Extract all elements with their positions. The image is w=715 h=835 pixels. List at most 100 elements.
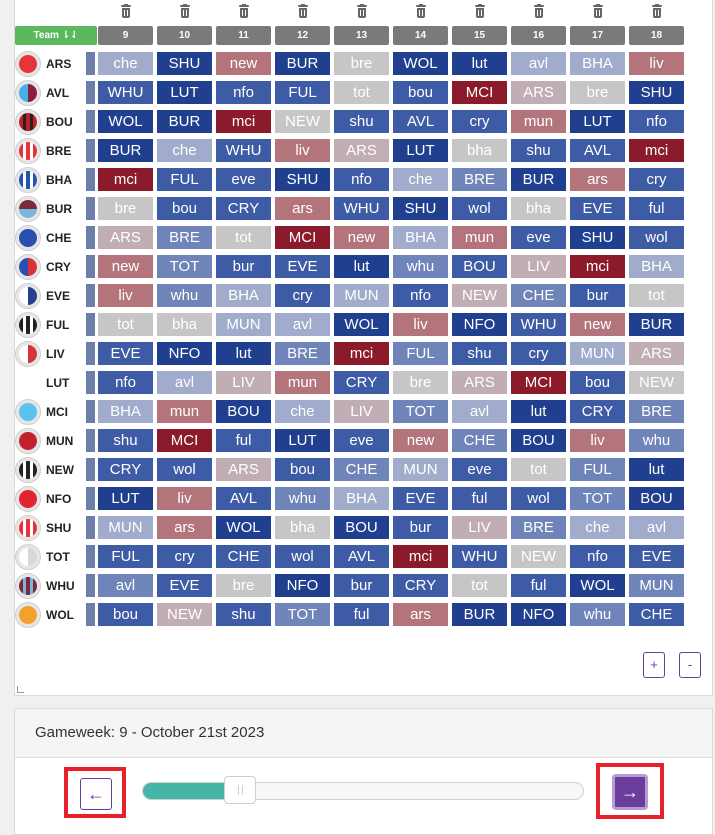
fixture-cell[interactable]: CHE: [452, 429, 507, 452]
fixture-cell[interactable]: bur: [334, 574, 389, 597]
fixture-cell[interactable]: che: [275, 400, 330, 423]
fixture-cell[interactable]: BUR: [157, 110, 212, 133]
fixture-cell[interactable]: BRE: [157, 226, 212, 249]
fixture-cell[interactable]: eve: [334, 429, 389, 452]
fixture-cell[interactable]: mci: [216, 110, 271, 133]
fixture-cell[interactable]: bha: [157, 313, 212, 336]
trash-icon[interactable]: [120, 4, 132, 19]
fixture-cell[interactable]: mun: [275, 371, 330, 394]
fixture-cell[interactable]: nfo: [98, 371, 153, 394]
fixture-cell[interactable]: MUN: [216, 313, 271, 336]
fixture-cell[interactable]: cry: [452, 110, 507, 133]
fixture-cell[interactable]: WOL: [570, 574, 625, 597]
fixture-cell[interactable]: BHA: [216, 284, 271, 307]
fixture-cell[interactable]: cry: [157, 545, 212, 568]
fixture-cell[interactable]: BOU: [452, 255, 507, 278]
fixture-cell[interactable]: BRE: [275, 342, 330, 365]
fixture-cell[interactable]: MCI: [157, 429, 212, 452]
fixture-cell[interactable]: FUL: [157, 168, 212, 191]
fixture-cell[interactable]: bou: [393, 81, 448, 104]
fixture-cell[interactable]: LIV: [216, 371, 271, 394]
fixture-cell[interactable]: NFO: [275, 574, 330, 597]
fixture-cell[interactable]: wol: [629, 226, 684, 249]
fixture-cell[interactable]: ars: [393, 603, 448, 626]
fixture-cell[interactable]: mun: [452, 226, 507, 249]
fixture-cell[interactable]: mci: [570, 255, 625, 278]
fixture-cell[interactable]: EVE: [98, 342, 153, 365]
fixture-cell[interactable]: BOU: [511, 429, 566, 452]
fixture-cell[interactable]: SHU: [157, 52, 212, 75]
fixture-cell[interactable]: BUR: [98, 139, 153, 162]
fixture-cell[interactable]: MUN: [334, 284, 389, 307]
fixture-cell[interactable]: WHU: [511, 313, 566, 336]
fixture-cell[interactable]: ARS: [98, 226, 153, 249]
fixture-cell[interactable]: CHE: [216, 545, 271, 568]
fixture-cell[interactable]: liv: [98, 284, 153, 307]
fixture-cell[interactable]: avl: [275, 313, 330, 336]
fixture-cell[interactable]: eve: [452, 458, 507, 481]
fixture-cell[interactable]: BRE: [511, 516, 566, 539]
gameweek-slider[interactable]: [142, 782, 584, 800]
fixture-cell[interactable]: CRY: [216, 197, 271, 220]
fixture-cell[interactable]: bre: [570, 81, 625, 104]
fixture-cell[interactable]: BUR: [275, 52, 330, 75]
fixture-cell[interactable]: bre: [216, 574, 271, 597]
fixture-cell[interactable]: bur: [216, 255, 271, 278]
fixture-cell[interactable]: TOT: [393, 400, 448, 423]
zoom-in-button[interactable]: +: [643, 652, 665, 678]
fixture-cell[interactable]: LIV: [511, 255, 566, 278]
fixture-cell[interactable]: ful: [216, 429, 271, 452]
fixture-cell[interactable]: wol: [275, 545, 330, 568]
fixture-cell[interactable]: bre: [98, 197, 153, 220]
fixture-cell[interactable]: shu: [216, 603, 271, 626]
trash-icon[interactable]: [415, 4, 427, 19]
fixture-cell[interactable]: ars: [570, 168, 625, 191]
fixture-cell[interactable]: wol: [157, 458, 212, 481]
gameweek-header[interactable]: 14: [393, 26, 448, 45]
fixture-cell[interactable]: SHU: [570, 226, 625, 249]
fixture-cell[interactable]: NFO: [511, 603, 566, 626]
fixture-cell[interactable]: NEW: [511, 545, 566, 568]
fixture-cell[interactable]: new: [216, 52, 271, 75]
fixture-cell[interactable]: FUL: [570, 458, 625, 481]
fixture-cell[interactable]: MCI: [275, 226, 330, 249]
fixture-cell[interactable]: BHA: [98, 400, 153, 423]
fixture-cell[interactable]: CRY: [334, 371, 389, 394]
fixture-cell[interactable]: avl: [452, 400, 507, 423]
fixture-cell[interactable]: AVL: [393, 110, 448, 133]
fixture-cell[interactable]: bha: [452, 139, 507, 162]
trash-icon[interactable]: [238, 4, 250, 19]
trash-icon[interactable]: [474, 4, 486, 19]
gameweek-header[interactable]: 13: [334, 26, 389, 45]
fixture-cell[interactable]: bur: [570, 284, 625, 307]
fixture-cell[interactable]: MCI: [452, 81, 507, 104]
fixture-cell[interactable]: whu: [157, 284, 212, 307]
fixture-cell[interactable]: tot: [452, 574, 507, 597]
team-sort-header[interactable]: Team ⇂⇃: [15, 26, 97, 45]
fixture-cell[interactable]: NFO: [452, 313, 507, 336]
fixture-cell[interactable]: SHU: [275, 168, 330, 191]
fixture-cell[interactable]: mci: [334, 342, 389, 365]
fixture-cell[interactable]: FUL: [393, 342, 448, 365]
fixture-cell[interactable]: SHU: [629, 81, 684, 104]
fixture-cell[interactable]: WHU: [334, 197, 389, 220]
fixture-cell[interactable]: EVE: [157, 574, 212, 597]
fixture-cell[interactable]: CHE: [511, 284, 566, 307]
fixture-cell[interactable]: WHU: [216, 139, 271, 162]
fixture-cell[interactable]: BHA: [393, 226, 448, 249]
fixture-cell[interactable]: BHA: [629, 255, 684, 278]
fixture-cell[interactable]: avl: [511, 52, 566, 75]
fixture-cell[interactable]: tot: [334, 81, 389, 104]
fixture-cell[interactable]: nfo: [570, 545, 625, 568]
gameweek-header[interactable]: 17: [570, 26, 625, 45]
fixture-cell[interactable]: bre: [393, 371, 448, 394]
fixture-cell[interactable]: bha: [511, 197, 566, 220]
slider-handle[interactable]: [224, 776, 257, 804]
fixture-cell[interactable]: new: [334, 226, 389, 249]
fixture-cell[interactable]: lut: [629, 458, 684, 481]
fixture-cell[interactable]: BUR: [452, 603, 507, 626]
fixture-cell[interactable]: nfo: [629, 110, 684, 133]
fixture-cell[interactable]: LUT: [275, 429, 330, 452]
fixture-cell[interactable]: nfo: [334, 168, 389, 191]
fixture-cell[interactable]: new: [98, 255, 153, 278]
